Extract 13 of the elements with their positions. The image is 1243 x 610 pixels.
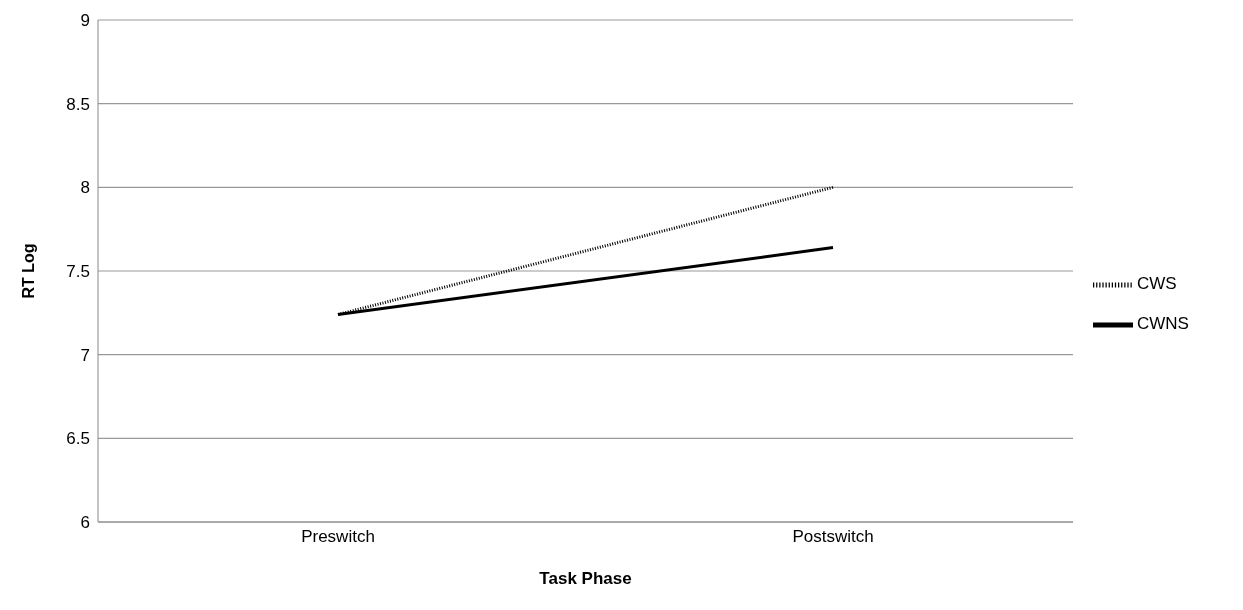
legend-label: CWS bbox=[1137, 274, 1177, 294]
x-axis-title: Task Phase bbox=[539, 569, 632, 588]
y-tick-label: 9 bbox=[80, 11, 90, 31]
x-tick-label: Postswitch bbox=[792, 527, 874, 547]
y-tick-label: 8 bbox=[80, 178, 90, 198]
y-tick-label: 6 bbox=[80, 513, 90, 533]
y-tick-label: 8.5 bbox=[66, 94, 90, 114]
y-tick-label: 6.5 bbox=[66, 429, 90, 449]
y-axis-title: RT Log bbox=[19, 243, 37, 299]
y-tick-label: 7 bbox=[80, 345, 90, 365]
legend-label: CWNS bbox=[1137, 314, 1189, 334]
y-tick-label: 7.5 bbox=[66, 262, 90, 282]
x-tick-label: Preswitch bbox=[301, 527, 375, 547]
